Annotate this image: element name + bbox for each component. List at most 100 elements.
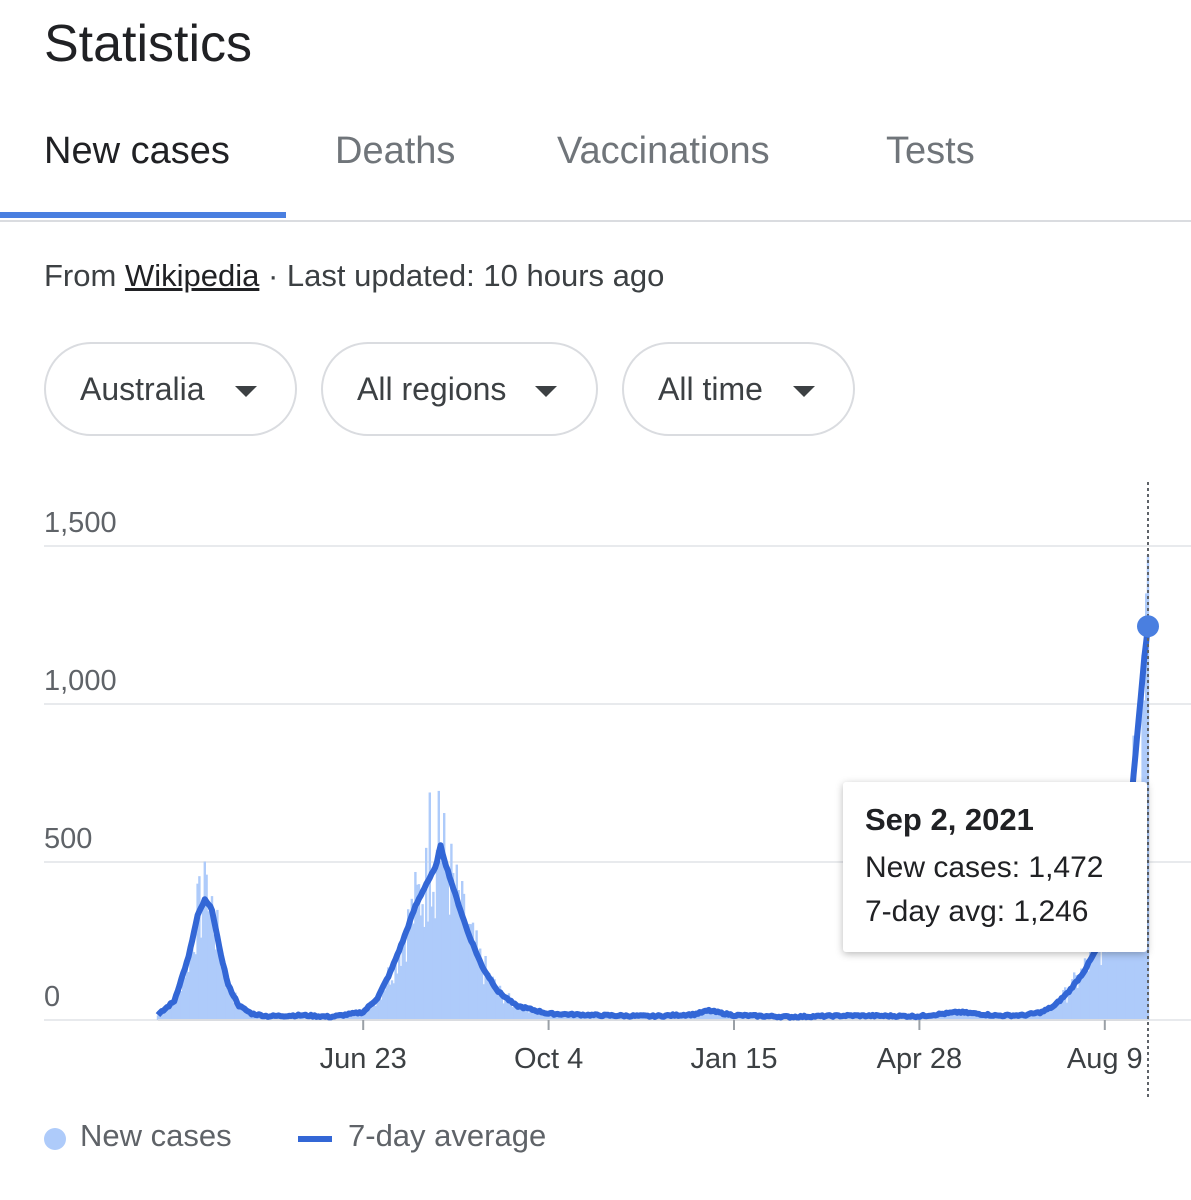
- tab-tests[interactable]: Tests: [886, 130, 975, 172]
- new-cases-bar: [1109, 923, 1112, 1020]
- legend-new-cases-swatch: [44, 1128, 66, 1150]
- tab-new-cases[interactable]: New cases: [44, 130, 230, 172]
- new-cases-bar: [716, 1014, 719, 1020]
- time-filter-value: All time: [658, 370, 763, 407]
- new-cases-bar: [367, 1003, 370, 1020]
- tab-vaccinations[interactable]: Vaccinations: [557, 130, 770, 172]
- new-cases-bar: [426, 921, 430, 1020]
- new-cases-bar: [968, 1012, 971, 1020]
- new-cases-bar: [963, 1013, 966, 1020]
- new-cases-bar: [520, 1008, 523, 1020]
- y-tick-label: 0: [44, 981, 60, 1013]
- new-cases-bar: [182, 973, 185, 1020]
- new-cases-bar: [223, 975, 226, 1020]
- new-cases-bar: [961, 1013, 964, 1020]
- new-cases-bar: [173, 1002, 176, 1020]
- new-cases-bar: [725, 1015, 728, 1020]
- new-cases-bar: [392, 983, 395, 1020]
- region-filter-dropdown[interactable]: All regions: [321, 342, 598, 436]
- new-cases-bar: [1092, 938, 1096, 1020]
- new-cases-bar: [351, 1013, 354, 1020]
- new-cases-bar: [549, 1014, 552, 1020]
- new-cases-bar: [959, 1011, 962, 1020]
- new-cases-bar: [446, 879, 449, 1020]
- new-cases-bar: [1069, 993, 1072, 1020]
- new-cases-bar: [394, 953, 397, 1020]
- new-cases-bar: [434, 918, 437, 1020]
- time-filter-dropdown[interactable]: All time: [622, 342, 855, 436]
- new-cases-bar: [466, 931, 469, 1020]
- new-cases-bar: [542, 1011, 545, 1020]
- x-tick-label: Aug 9: [1067, 1043, 1143, 1075]
- new-cases-bar: [439, 861, 442, 1020]
- new-cases-bar: [561, 1015, 565, 1020]
- new-cases-bar: [956, 1014, 959, 1020]
- new-cases-bar: [1100, 965, 1103, 1020]
- new-cases-bar: [443, 813, 446, 1020]
- new-cases-bar: [403, 941, 406, 1020]
- country-filter-dropdown[interactable]: Australia: [44, 342, 297, 436]
- wikipedia-link[interactable]: Wikipedia: [124, 258, 260, 293]
- new-cases-bar: [1082, 970, 1085, 1020]
- new-cases-bar: [518, 1006, 521, 1020]
- new-cases-bar: [498, 985, 502, 1020]
- new-cases-bar: [700, 1013, 703, 1020]
- new-cases-bar: [164, 1009, 167, 1020]
- new-cases-bar: [1029, 1016, 1033, 1020]
- x-tick-label: Apr 28: [877, 1043, 962, 1075]
- new-cases-bar: [372, 1001, 376, 1020]
- new-cases-bar: [1085, 963, 1088, 1020]
- new-cases-bar: [464, 931, 467, 1020]
- new-cases-bar: [178, 980, 181, 1020]
- new-cases-bar: [547, 1015, 550, 1020]
- new-cases-bar: [1071, 979, 1074, 1020]
- new-cases-bar: [432, 891, 435, 1020]
- new-cases-bar: [569, 1016, 572, 1020]
- new-cases-bar: [509, 999, 512, 1020]
- new-cases-bar: [750, 1016, 754, 1020]
- new-cases-bar: [452, 872, 455, 1020]
- tab-deaths[interactable]: Deaths: [335, 130, 456, 172]
- tab-bar: New cases Deaths Vaccinations Tests: [0, 110, 1191, 222]
- new-cases-bar: [497, 992, 500, 1020]
- new-cases-bar: [1096, 937, 1099, 1020]
- new-cases-bar: [371, 1007, 374, 1020]
- new-cases-bar: [363, 1013, 367, 1020]
- new-cases-bar: [947, 1013, 950, 1020]
- new-cases-bar: [507, 993, 511, 1020]
- x-tick-label: Jun 23: [320, 1043, 407, 1075]
- new-cases-bar: [970, 1012, 973, 1020]
- new-cases-bar: [500, 990, 503, 1020]
- new-cases-bar: [1044, 1007, 1047, 1020]
- new-cases-bar: [979, 1016, 982, 1020]
- new-cases-bar: [713, 1010, 716, 1020]
- new-cases-bar: [558, 1015, 561, 1020]
- new-cases-bar: [493, 979, 496, 1020]
- new-cases-bar: [950, 1014, 953, 1020]
- new-cases-bar: [1049, 1006, 1052, 1020]
- new-cases-bar: [416, 884, 419, 1020]
- new-cases-bar: [430, 906, 433, 1020]
- new-cases-bar: [401, 942, 404, 1020]
- new-cases-bar: [486, 972, 489, 1020]
- new-cases-bar: [216, 909, 219, 1020]
- new-cases-bar: [210, 896, 214, 1020]
- legend-new-cases: New cases: [80, 1118, 232, 1153]
- new-cases-bar: [423, 926, 426, 1020]
- new-cases-bar: [698, 1013, 701, 1020]
- new-cases-bar: [398, 954, 401, 1020]
- new-cases-bar: [461, 881, 464, 1020]
- new-cases-bar: [230, 995, 233, 1020]
- new-cases-bar: [531, 1012, 534, 1020]
- new-cases-bar: [515, 1009, 518, 1020]
- new-cases-bar: [511, 1007, 514, 1020]
- new-cases-bar: [477, 951, 480, 1020]
- new-cases-bar: [534, 1012, 538, 1020]
- new-cases-bar: [1078, 981, 1081, 1020]
- new-cases-bar: [1094, 938, 1097, 1020]
- new-cases-bar: [1074, 975, 1078, 1020]
- caret-down-icon: [793, 386, 815, 397]
- new-cases-bar: [410, 898, 413, 1020]
- new-cases-bar: [1076, 987, 1079, 1020]
- new-cases-bar: [385, 985, 388, 1020]
